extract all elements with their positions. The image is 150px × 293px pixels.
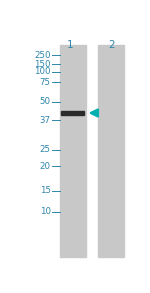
Text: 150: 150 — [34, 60, 51, 69]
Text: 100: 100 — [34, 67, 51, 76]
Bar — [98, 45, 124, 257]
Text: 2: 2 — [108, 40, 115, 50]
Text: 25: 25 — [40, 145, 51, 154]
Text: 50: 50 — [40, 97, 51, 106]
Text: 20: 20 — [40, 162, 51, 171]
Bar — [61, 111, 84, 115]
Text: 37: 37 — [40, 116, 51, 125]
Text: 250: 250 — [34, 50, 51, 59]
Text: 75: 75 — [40, 78, 51, 87]
Text: 15: 15 — [40, 186, 51, 195]
Bar — [60, 45, 86, 257]
Text: 10: 10 — [40, 207, 51, 216]
Text: 1: 1 — [67, 40, 73, 50]
